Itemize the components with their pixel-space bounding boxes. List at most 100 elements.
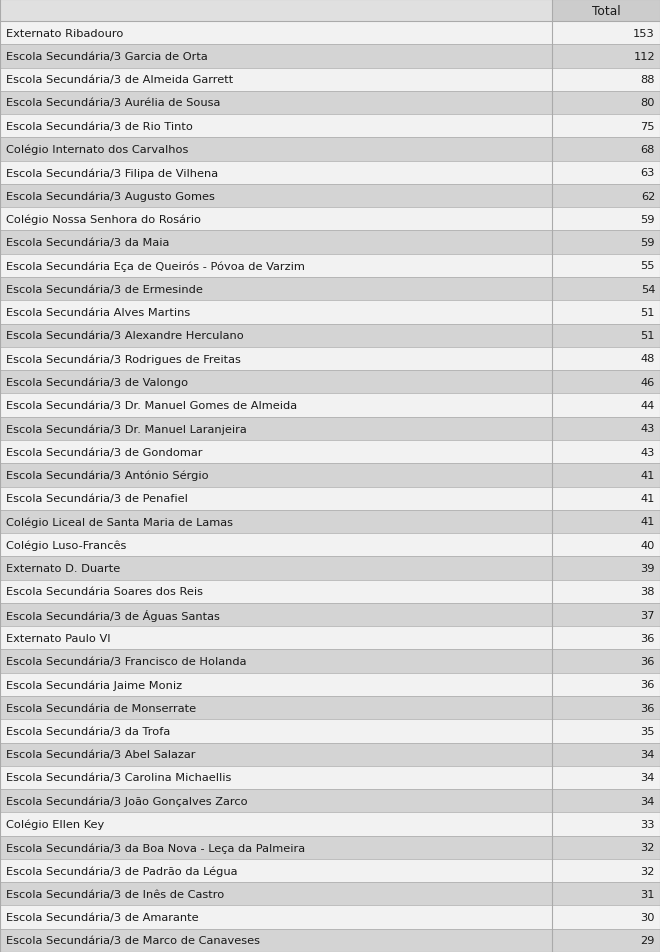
Bar	[552, 883, 660, 905]
Bar	[552, 673, 660, 696]
Bar	[0, 720, 552, 743]
Bar	[0, 626, 552, 650]
Bar	[552, 743, 660, 766]
Bar	[0, 557, 552, 580]
Text: 43: 43	[641, 447, 655, 457]
Bar	[0, 185, 552, 208]
Text: Escola Secundária/3 de Gondomar: Escola Secundária/3 de Gondomar	[6, 447, 203, 457]
Text: 62: 62	[641, 191, 655, 202]
Text: 59: 59	[640, 238, 655, 248]
Text: Escola Secundária Jaime Moniz: Escola Secundária Jaime Moniz	[6, 680, 182, 690]
Bar	[0, 580, 552, 604]
Text: Escola Secundária/3 Alexandre Herculano: Escola Secundária/3 Alexandre Herculano	[6, 331, 244, 341]
Text: 36: 36	[641, 680, 655, 689]
Bar	[0, 533, 552, 557]
Text: 38: 38	[640, 586, 655, 597]
Bar	[0, 743, 552, 766]
Text: 59: 59	[640, 214, 655, 225]
Text: Colégio Liceal de Santa Maria de Lamas: Colégio Liceal de Santa Maria de Lamas	[6, 517, 233, 527]
Bar	[552, 650, 660, 673]
Text: Colégio Ellen Key: Colégio Ellen Key	[6, 819, 104, 829]
Bar	[552, 557, 660, 580]
Bar	[0, 417, 552, 441]
Text: Escola Secundária/3 de Marco de Canaveses: Escola Secundária/3 de Marco de Canavese…	[6, 936, 260, 945]
Text: Escola Secundária/3 Francisco de Holanda: Escola Secundária/3 Francisco de Holanda	[6, 656, 246, 666]
Bar	[552, 162, 660, 185]
Bar	[552, 138, 660, 162]
Bar	[552, 789, 660, 812]
Bar	[0, 278, 552, 301]
Bar	[0, 883, 552, 905]
Text: Externato Paulo VI: Externato Paulo VI	[6, 633, 111, 644]
Bar	[552, 696, 660, 720]
Bar	[0, 0, 552, 22]
Text: Escola Secundária/3 de Amarante: Escola Secundária/3 de Amarante	[6, 912, 199, 922]
Bar	[552, 905, 660, 929]
Text: Escola Secundária/3 de Padrão da Légua: Escola Secundária/3 de Padrão da Légua	[6, 865, 238, 876]
Text: Escola Secundária/3 João Gonçalves Zarco: Escola Secundária/3 João Gonçalves Zarco	[6, 796, 248, 806]
Text: Escola Secundária/3 Augusto Gomes: Escola Secundária/3 Augusto Gomes	[6, 191, 215, 202]
Text: Escola Secundária Alves Martins: Escola Secundária Alves Martins	[6, 307, 190, 318]
Bar	[552, 278, 660, 301]
Bar	[0, 604, 552, 626]
Bar	[0, 46, 552, 69]
Text: Escola Secundária/3 Aurélia de Sousa: Escola Secundária/3 Aurélia de Sousa	[6, 98, 220, 109]
Text: Colégio Nossa Senhora do Rosário: Colégio Nossa Senhora do Rosário	[6, 214, 201, 225]
Text: Escola Secundária/3 da Trofa: Escola Secundária/3 da Trofa	[6, 726, 170, 736]
Text: 33: 33	[640, 819, 655, 829]
Text: 44: 44	[641, 401, 655, 410]
Bar	[0, 301, 552, 325]
Bar	[552, 91, 660, 115]
Text: 36: 36	[641, 656, 655, 666]
Text: Escola Secundária/3 Dr. Manuel Gomes de Almeida: Escola Secundária/3 Dr. Manuel Gomes de …	[6, 401, 297, 410]
Bar	[552, 766, 660, 789]
Text: Escola Secundária/3 de Ermesinde: Escola Secundária/3 de Ermesinde	[6, 285, 203, 294]
Text: 54: 54	[641, 285, 655, 294]
Bar	[552, 441, 660, 464]
Bar	[552, 812, 660, 836]
Text: Escola Secundária Soares dos Reis: Escola Secundária Soares dos Reis	[6, 586, 203, 597]
Bar	[552, 487, 660, 510]
Text: Colégio Internato dos Carvalhos: Colégio Internato dos Carvalhos	[6, 145, 188, 155]
Bar	[0, 696, 552, 720]
Text: 46: 46	[641, 377, 655, 387]
Bar	[0, 789, 552, 812]
Bar	[552, 208, 660, 231]
Text: Escola Secundária/3 da Maia: Escola Secundária/3 da Maia	[6, 238, 170, 248]
Bar	[552, 46, 660, 69]
Text: 35: 35	[640, 726, 655, 736]
Text: Externato Ribadouro: Externato Ribadouro	[6, 29, 123, 39]
Bar	[0, 208, 552, 231]
Bar	[0, 138, 552, 162]
Bar	[0, 766, 552, 789]
Text: 32: 32	[641, 865, 655, 876]
Bar	[0, 162, 552, 185]
Text: Escola Secundária/3 de Inês de Castro: Escola Secundária/3 de Inês de Castro	[6, 889, 224, 899]
Bar	[0, 673, 552, 696]
Bar	[0, 325, 552, 347]
Bar	[0, 905, 552, 929]
Text: 29: 29	[641, 936, 655, 945]
Bar	[552, 510, 660, 533]
Text: Escola Secundária/3 Abel Salazar: Escola Secundária/3 Abel Salazar	[6, 749, 195, 760]
Bar	[0, 650, 552, 673]
Text: 43: 43	[641, 424, 655, 434]
Bar	[0, 91, 552, 115]
Text: Total: Total	[591, 5, 620, 17]
Text: Escola Secundária de Monserrate: Escola Secundária de Monserrate	[6, 703, 196, 713]
Bar	[552, 254, 660, 278]
Bar	[552, 185, 660, 208]
Text: Escola Secundária/3 de Penafiel: Escola Secundária/3 de Penafiel	[6, 494, 188, 504]
Bar	[552, 115, 660, 138]
Text: 153: 153	[633, 29, 655, 39]
Bar	[552, 580, 660, 604]
Text: Escola Secundária/3 Rodrigues de Freitas: Escola Secundária/3 Rodrigues de Freitas	[6, 354, 241, 365]
Bar	[0, 929, 552, 952]
Text: 36: 36	[641, 633, 655, 644]
Bar	[552, 347, 660, 370]
Text: 51: 51	[640, 307, 655, 318]
Text: Escola Secundária/3 da Boa Nova - Leça da Palmeira: Escola Secundária/3 da Boa Nova - Leça d…	[6, 843, 305, 853]
Text: 34: 34	[641, 796, 655, 805]
Text: 68: 68	[641, 145, 655, 155]
Text: 36: 36	[641, 703, 655, 713]
